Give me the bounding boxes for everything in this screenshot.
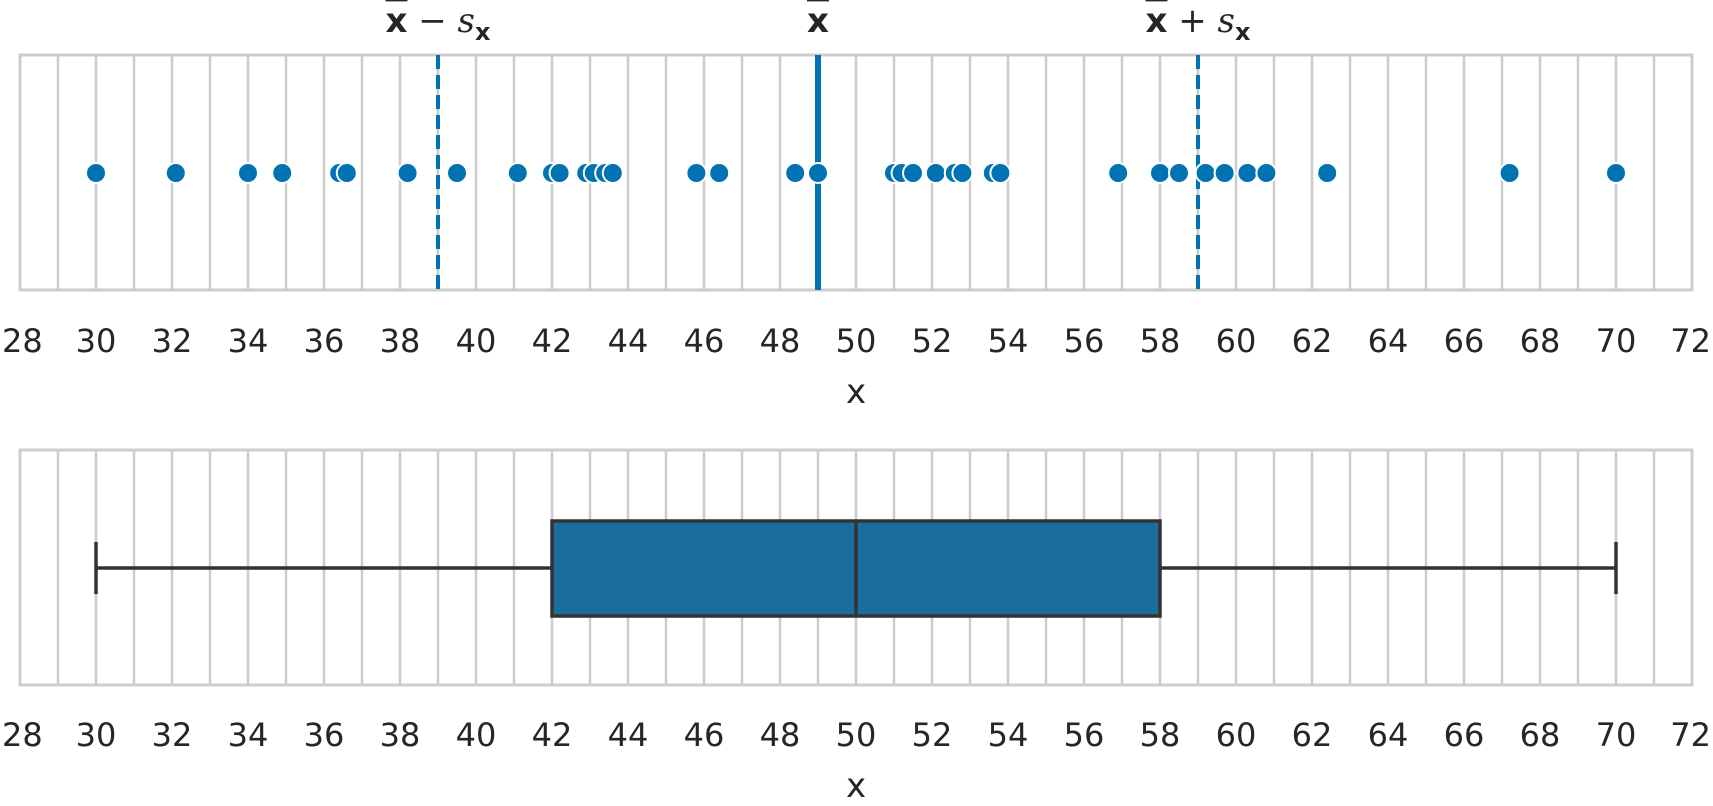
data-point	[1107, 162, 1130, 184]
data-point	[807, 162, 829, 184]
dot-plot-tick-label: 64	[1368, 322, 1409, 360]
box-plot-tick-label: 70	[1596, 716, 1637, 754]
dot-plot-tick-label: 32	[152, 322, 193, 360]
box-plot-tick-label: 34	[228, 716, 269, 754]
data-point	[989, 162, 1012, 184]
box-plot-tick-label: 30	[76, 716, 117, 754]
box-plot-tick-label: 42	[532, 716, 573, 754]
data-point	[1605, 162, 1627, 184]
box-plot-tick-label: 48	[760, 716, 801, 754]
box-plot-tick-label: 54	[988, 716, 1029, 754]
reference-line-label: x − sx	[386, 1, 492, 46]
dot-plot-tick-label: 56	[1064, 322, 1105, 360]
box-plot-tick-label: 66	[1444, 716, 1485, 754]
dot-plot-tick-label: 52	[912, 322, 953, 360]
data-point	[446, 162, 468, 184]
dot-plot-tick-label: 42	[532, 322, 573, 360]
box-plot-tick-label: 36	[304, 716, 345, 754]
box-plot-tick-label: 56	[1064, 716, 1105, 754]
box-plot-tick-label: 46	[684, 716, 725, 754]
dot-plot-frame	[18, 53, 1694, 292]
box-plot-frame	[18, 448, 1694, 687]
data-point	[506, 162, 529, 184]
data-point	[1149, 162, 1171, 184]
box-plot-x-axis-label: x	[846, 766, 866, 806]
data-point	[924, 162, 947, 184]
data-point	[1236, 162, 1259, 184]
reference-line-label: x	[807, 1, 829, 41]
std-subscript: x	[475, 18, 491, 46]
reference-line-label: x + sx	[1146, 1, 1252, 46]
box-plot-tick-label: 62	[1292, 716, 1333, 754]
data-point	[1213, 162, 1236, 184]
data-point	[784, 162, 807, 184]
dot-plot-tick-label: 38	[380, 322, 421, 360]
std-subscript: x	[1235, 18, 1251, 46]
data-point	[601, 162, 624, 184]
data-point	[951, 162, 974, 184]
dot-plot-tick-label: 34	[228, 322, 269, 360]
data-point	[708, 162, 731, 184]
box-plot-panel: 28 30 32 34 36 38 40 42 44 46 48 50 52 54 56 58 60 62 64 66…	[2, 448, 1711, 806]
dot-plot-tick-label: 44	[608, 322, 649, 360]
dot-plot-tick-label: 68	[1520, 322, 1561, 360]
data-point	[902, 162, 924, 184]
operator-symbol: −	[407, 1, 457, 41]
data-point	[237, 162, 259, 184]
box-plot-tick-label: 52	[912, 716, 953, 754]
box-plot-tick-label: 58	[1140, 716, 1181, 754]
box-plot-tick-label: 68	[1520, 716, 1561, 754]
dot-plot-tick-label: 66	[1444, 322, 1485, 360]
dot-plot-tick-label: 62	[1292, 322, 1333, 360]
box-plot-tick-label: 28	[2, 716, 43, 754]
dot-plot-x-axis-label: x	[846, 372, 866, 412]
box-plot-tick-label: 32	[152, 716, 193, 754]
data-point	[271, 162, 294, 184]
dot-plot-tick-label: 48	[760, 322, 801, 360]
dot-plot-tick-label: 46	[684, 322, 725, 360]
box-plot-tick-label: 50	[836, 716, 877, 754]
dot-plot-tick-label: 70	[1596, 322, 1637, 360]
dot-plot-tick-label: 28	[2, 322, 43, 360]
dot-plot-tick-label: 50	[836, 322, 877, 360]
box-plot-tick-label: 72	[1670, 716, 1711, 754]
data-point	[1168, 162, 1190, 184]
mean-symbol: x	[386, 1, 408, 41]
data-point	[1255, 162, 1278, 184]
dot-plot-tick-label: 30	[76, 322, 117, 360]
data-point	[685, 162, 708, 184]
dot-plot-tick-label: 58	[1140, 322, 1181, 360]
dot-plot-tick-label: 40	[456, 322, 497, 360]
data-point	[85, 162, 107, 184]
std-symbol: s	[458, 1, 475, 41]
data-point	[335, 162, 358, 184]
data-point	[548, 162, 571, 184]
dot-plot-panel: 28 30 32 34 36 38 40 42 44 46 48 50 52 54 56 58 60 62 64 66…	[2, 1, 1711, 412]
std-symbol: s	[1218, 1, 1235, 41]
box-plot-tick-label: 38	[380, 716, 421, 754]
dot-plot-tick-label: 72	[1670, 322, 1711, 360]
dot-plot-tick-label: 36	[304, 322, 345, 360]
box-plot-tick-label: 64	[1368, 716, 1409, 754]
box-plot-tick-label: 60	[1216, 716, 1257, 754]
mean-symbol: x	[807, 1, 829, 41]
box-plot-tick-label: 44	[608, 716, 649, 754]
data-point	[1194, 162, 1217, 184]
data-point	[1316, 162, 1339, 184]
mean-symbol: x	[1146, 1, 1168, 41]
data-point	[396, 162, 419, 184]
dot-plot-tick-label: 54	[988, 322, 1029, 360]
dot-plot-tick-label: 60	[1216, 322, 1257, 360]
data-point	[1498, 162, 1521, 184]
box-plot-tick-label: 40	[456, 716, 497, 754]
data-point	[164, 162, 187, 184]
operator-symbol: +	[1167, 1, 1217, 41]
